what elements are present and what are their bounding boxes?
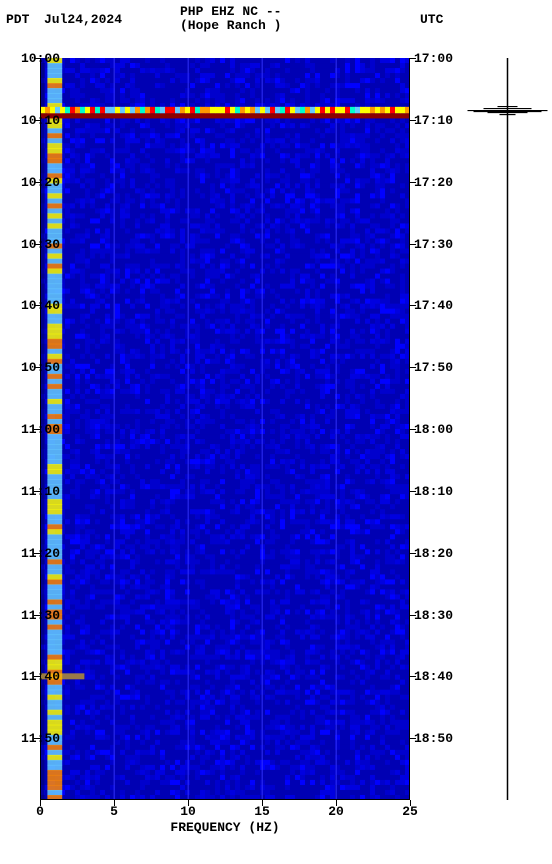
y-right-label: 18:40 (414, 669, 453, 684)
y-left-label: 10:40 (0, 298, 60, 313)
y-left-label: 11:00 (0, 422, 60, 437)
y-right-label: 17:10 (414, 113, 453, 128)
x-tick (336, 800, 337, 806)
y-right-tick (410, 120, 416, 121)
y-right-tick (410, 615, 416, 616)
y-left-label: 10:20 (0, 175, 60, 190)
x-tick-label: 5 (99, 804, 129, 819)
tz-left-label: PDT (6, 12, 29, 27)
y-left-label: 11:10 (0, 484, 60, 499)
y-right-tick (410, 553, 416, 554)
y-right-tick (410, 676, 416, 677)
y-left-tick (34, 429, 40, 430)
y-left-label: 11:40 (0, 669, 60, 684)
y-left-tick (34, 182, 40, 183)
x-tick (114, 800, 115, 806)
tz-right-label: UTC (420, 12, 443, 27)
y-right-label: 18:50 (414, 731, 453, 746)
x-tick-label: 10 (173, 804, 203, 819)
x-tick-label: 20 (321, 804, 351, 819)
y-left-tick (34, 738, 40, 739)
y-right-tick (410, 305, 416, 306)
x-tick (262, 800, 263, 806)
waveform-svg (465, 58, 550, 800)
chart-border-bottom (40, 799, 410, 800)
y-right-label: 18:20 (414, 546, 453, 561)
spectrogram-svg (40, 58, 410, 800)
y-left-label: 11:50 (0, 731, 60, 746)
y-right-tick (410, 58, 416, 59)
x-tick (410, 800, 411, 806)
x-tick-label: 15 (247, 804, 277, 819)
y-right-tick (410, 738, 416, 739)
y-right-tick (410, 367, 416, 368)
y-right-tick (410, 244, 416, 245)
y-right-label: 18:30 (414, 608, 453, 623)
station-line1: PHP EHZ NC -- (180, 4, 281, 19)
y-left-tick (34, 367, 40, 368)
station-line2: (Hope Ranch ) (180, 18, 281, 33)
y-left-label: 10:00 (0, 51, 60, 66)
spectrogram-chart (40, 58, 410, 800)
y-right-tick (410, 182, 416, 183)
y-right-label: 17:20 (414, 175, 453, 190)
y-right-tick (410, 429, 416, 430)
y-right-tick (410, 491, 416, 492)
y-right-label: 17:50 (414, 360, 453, 375)
y-right-label: 17:40 (414, 298, 453, 313)
date-label: Jul24,2024 (44, 12, 122, 27)
y-left-tick (34, 615, 40, 616)
waveform-panel (465, 58, 550, 800)
y-left-tick (34, 120, 40, 121)
x-tick-label: 25 (395, 804, 425, 819)
y-right-label: 18:00 (414, 422, 453, 437)
y-left-tick (34, 676, 40, 677)
y-left-label: 10:10 (0, 113, 60, 128)
y-right-label: 17:00 (414, 51, 453, 66)
y-left-label: 10:50 (0, 360, 60, 375)
y-left-tick (34, 244, 40, 245)
x-tick (188, 800, 189, 806)
y-left-tick (34, 305, 40, 306)
y-right-label: 18:10 (414, 484, 453, 499)
y-left-label: 11:20 (0, 546, 60, 561)
y-right-label: 17:30 (414, 237, 453, 252)
y-left-tick (34, 58, 40, 59)
x-tick-label: 0 (25, 804, 55, 819)
x-axis-title: FREQUENCY (HZ) (40, 820, 410, 835)
y-left-tick (34, 553, 40, 554)
y-left-label: 10:30 (0, 237, 60, 252)
x-tick (40, 800, 41, 806)
y-left-tick (34, 491, 40, 492)
y-left-label: 11:30 (0, 608, 60, 623)
